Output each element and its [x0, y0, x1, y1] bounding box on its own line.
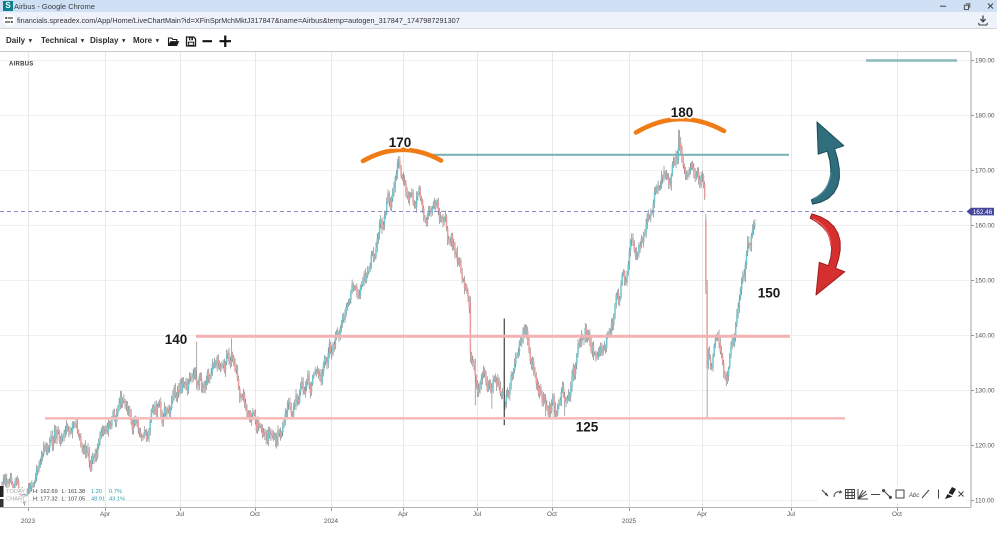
svg-text:48.91: 48.91 [91, 497, 105, 503]
svg-text:160.00: 160.00 [975, 223, 995, 230]
svg-text:162.46: 162.46 [973, 209, 993, 216]
svg-text:125: 125 [576, 420, 599, 435]
svg-text:150: 150 [758, 285, 781, 300]
svg-text:43.1%: 43.1% [109, 497, 125, 503]
svg-text:120.00: 120.00 [975, 443, 995, 450]
svg-text:130.00: 130.00 [975, 388, 995, 395]
svg-text:2024: 2024 [324, 518, 339, 525]
svg-text:110.00: 110.00 [975, 498, 995, 505]
svg-text:170.00: 170.00 [975, 168, 995, 175]
svg-text:1.20: 1.20 [91, 489, 102, 495]
svg-text:H: 162.69: H: 162.69 [33, 489, 58, 495]
svg-text:Apr: Apr [697, 511, 708, 518]
svg-text:L: 107.05: L: 107.05 [62, 497, 86, 503]
svg-text:TODAY:: TODAY: [6, 489, 27, 495]
svg-text:L: 161.38: L: 161.38 [62, 489, 86, 495]
svg-text:Jul: Jul [176, 511, 184, 518]
svg-text:2025: 2025 [622, 518, 637, 525]
svg-text:Oct: Oct [892, 511, 902, 518]
svg-text:2023: 2023 [21, 518, 36, 525]
svg-text:140.00: 140.00 [975, 333, 995, 340]
svg-text:CHART:: CHART: [6, 497, 27, 503]
svg-text:170: 170 [389, 135, 412, 150]
svg-text:Jul: Jul [473, 511, 481, 518]
svg-text:Apr: Apr [398, 511, 409, 518]
svg-text:Abc: Abc [908, 493, 919, 499]
svg-text:Oct: Oct [250, 511, 260, 518]
svg-text:0.7%: 0.7% [109, 489, 122, 495]
svg-text:140: 140 [165, 332, 188, 347]
svg-text:Jul: Jul [787, 511, 795, 518]
svg-text:AIRBUS: AIRBUS [9, 62, 34, 68]
svg-text:Oct: Oct [547, 511, 557, 518]
svg-text:180: 180 [671, 105, 694, 120]
svg-text:H: 177.32: H: 177.32 [33, 497, 58, 503]
svg-text:180.00: 180.00 [975, 113, 995, 120]
svg-text:Apr: Apr [100, 511, 111, 518]
svg-text:190.00: 190.00 [975, 58, 995, 65]
svg-text:150.00: 150.00 [975, 278, 995, 285]
